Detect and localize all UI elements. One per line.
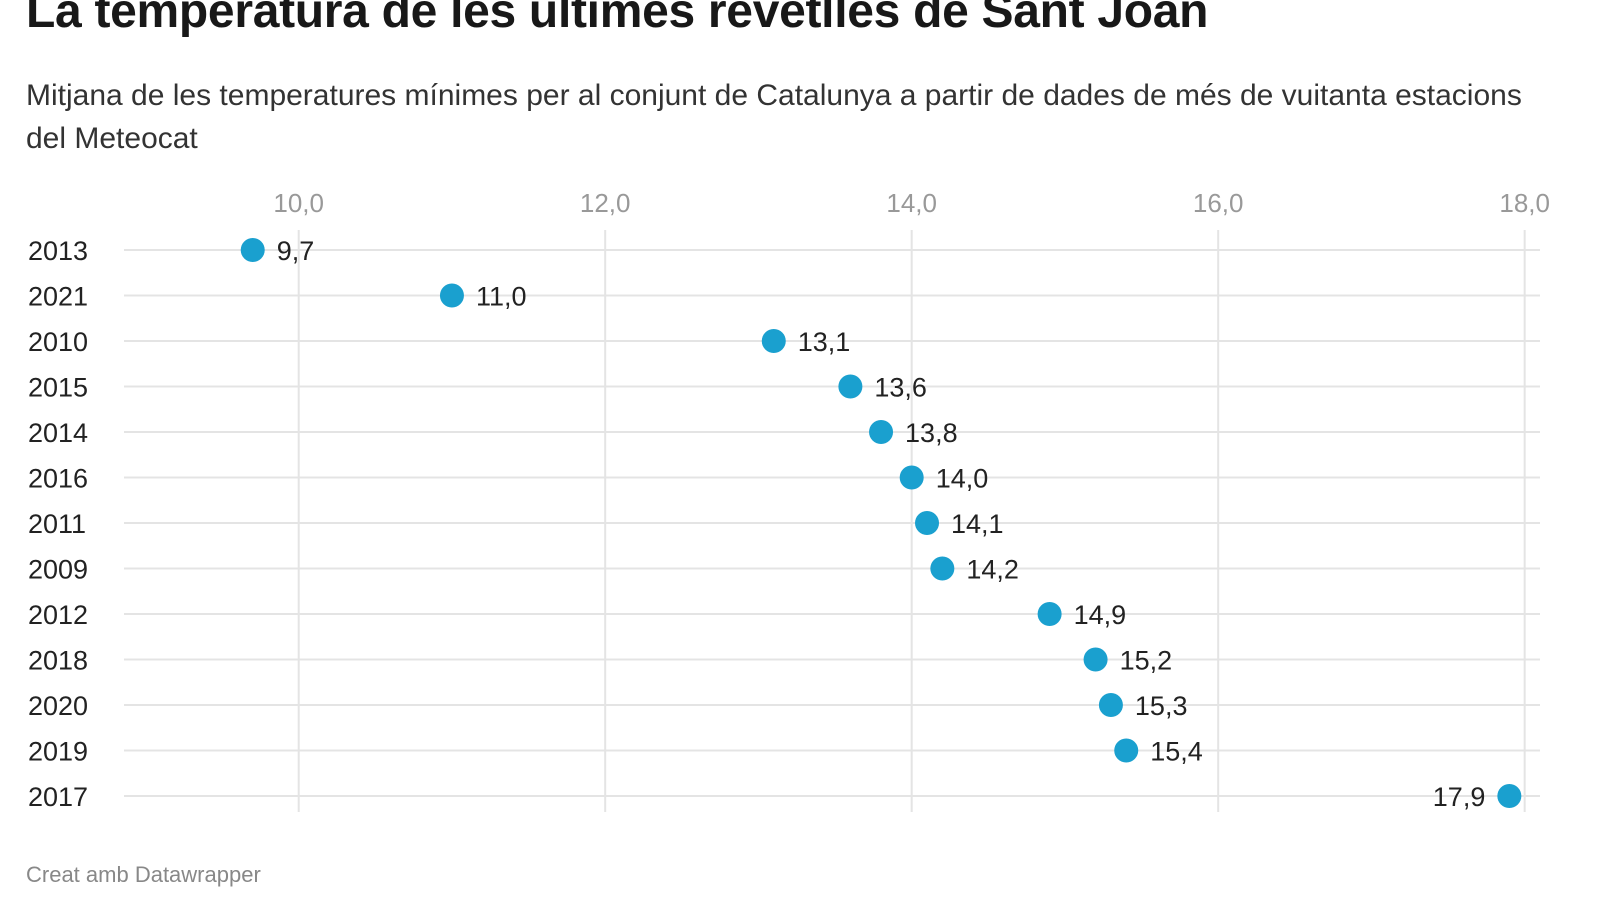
- y-category-label: 2012: [28, 600, 88, 630]
- y-category-label: 2015: [28, 373, 88, 403]
- data-point: [899, 465, 924, 490]
- data-label: 15,3: [1135, 691, 1188, 721]
- data-point: [838, 374, 863, 399]
- x-tick-label: 14,0: [886, 188, 937, 218]
- data-label: 13,6: [874, 373, 927, 403]
- data-label: 17,9: [1433, 782, 1486, 812]
- data-label: 15,4: [1150, 737, 1203, 767]
- data-label: 14,1: [951, 509, 1004, 539]
- chart-title: La temperatura de les últimes revetlles …: [26, 0, 1209, 38]
- data-label: 14,9: [1074, 600, 1127, 630]
- data-point: [1114, 738, 1139, 763]
- y-category-label: 2018: [28, 646, 88, 676]
- data-point: [240, 238, 265, 262]
- data-label: 15,2: [1120, 646, 1173, 676]
- data-label: 14,0: [936, 464, 989, 494]
- y-category-label: 2017: [28, 782, 88, 812]
- y-category-label: 2021: [28, 282, 88, 312]
- data-point: [930, 556, 955, 581]
- x-tick-label: 12,0: [580, 188, 631, 218]
- x-tick-label: 10,0: [273, 188, 324, 218]
- y-category-label: 2014: [28, 418, 88, 448]
- y-category-label: 2009: [28, 555, 88, 585]
- data-point: [439, 283, 464, 308]
- y-category-label: 2016: [28, 464, 88, 494]
- data-label: 13,8: [905, 418, 958, 448]
- data-point: [1098, 693, 1123, 717]
- data-point: [1497, 784, 1522, 808]
- y-category-label: 2011: [28, 509, 86, 539]
- y-category-label: 2013: [28, 236, 88, 266]
- y-category-label: 2019: [28, 737, 88, 767]
- y-category-label: 2010: [28, 327, 88, 357]
- data-label: 9,7: [277, 236, 315, 266]
- x-tick-label: 18,0: [1499, 188, 1550, 218]
- data-point: [761, 329, 786, 353]
- data-point: [1083, 647, 1108, 672]
- y-category-label: 2020: [28, 691, 88, 721]
- footer-credit: Creat amb Datawrapper: [26, 862, 261, 887]
- data-point: [1037, 602, 1062, 626]
- data-label: 11,0: [476, 282, 527, 312]
- x-tick-label: 16,0: [1193, 188, 1244, 218]
- data-point: [915, 511, 940, 535]
- data-label: 14,2: [966, 555, 1019, 585]
- data-point: [869, 420, 894, 444]
- chart-subtitle: Mitjana de les temperatures mínimes per …: [26, 79, 1522, 155]
- data-label: 13,1: [798, 327, 851, 357]
